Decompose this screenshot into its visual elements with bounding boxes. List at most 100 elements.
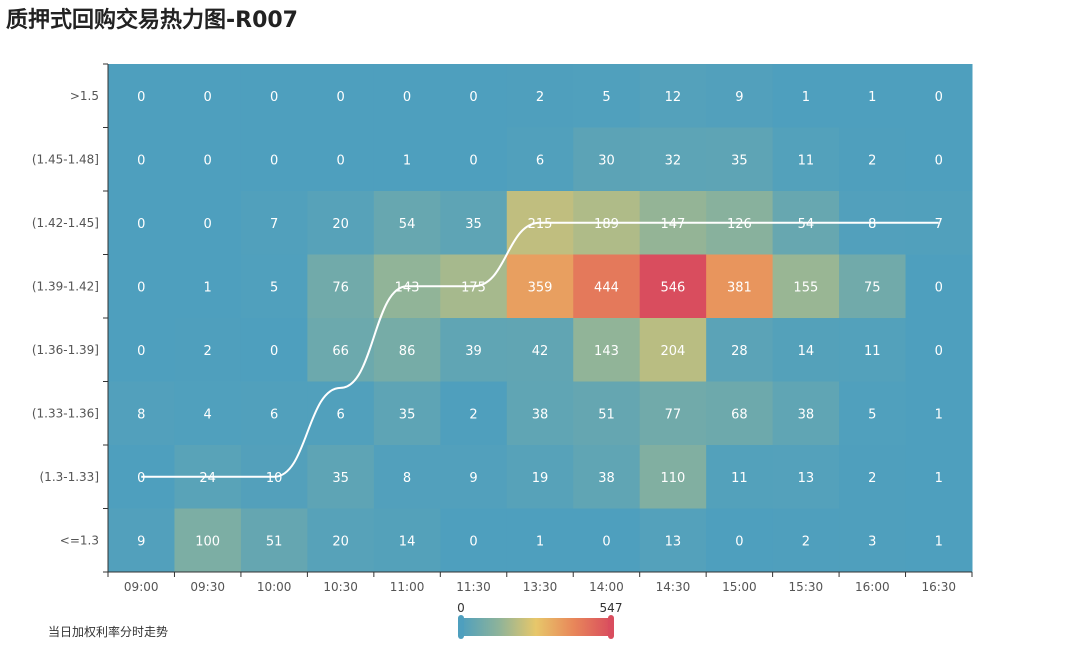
heatmap-cell[interactable]	[307, 191, 375, 255]
heatmap-cell[interactable]	[240, 318, 308, 382]
heatmap-cell[interactable]	[706, 445, 774, 509]
legend-line-label[interactable]: 当日加权利率分时走势	[48, 624, 168, 639]
heatmap-cell[interactable]	[240, 127, 308, 192]
heatmap-cell[interactable]	[772, 64, 840, 128]
heatmap-cell[interactable]	[440, 318, 508, 382]
heatmap-cell[interactable]	[373, 191, 441, 255]
heatmap-cell[interactable]	[573, 318, 641, 382]
heatmap-cell[interactable]	[905, 445, 973, 509]
heatmap-cell[interactable]	[839, 64, 907, 128]
heatmap-cell[interactable]	[506, 318, 574, 382]
heatmap-cell[interactable]	[639, 381, 707, 446]
heatmap-cell[interactable]	[307, 318, 375, 382]
cell-value-label: 175	[461, 280, 486, 295]
heatmap-cell[interactable]	[108, 191, 175, 255]
x-tick-label: 15:30	[789, 580, 824, 594]
heatmap-cell[interactable]	[905, 318, 973, 382]
heatmap-cell[interactable]	[639, 254, 707, 319]
heatmap-cell[interactable]	[373, 445, 441, 509]
heatmap-cell[interactable]	[440, 508, 508, 573]
heatmap-cell[interactable]	[839, 381, 907, 446]
heatmap-cell[interactable]	[108, 127, 175, 192]
heatmap-cell[interactable]	[639, 445, 707, 509]
heatmap-cell[interactable]	[706, 381, 774, 446]
heatmap-cell[interactable]	[573, 381, 641, 446]
visual-map-min-handle[interactable]	[458, 615, 464, 639]
heatmap-cell[interactable]	[307, 254, 375, 319]
cell-value-label: 0	[137, 217, 145, 232]
trend-line-series[interactable]	[141, 221, 939, 478]
heatmap-cell[interactable]	[440, 445, 508, 509]
heatmap-cell[interactable]	[706, 127, 774, 192]
heatmap-cell[interactable]	[440, 127, 508, 192]
heatmap-cell[interactable]	[706, 508, 774, 573]
heatmap-cell[interactable]	[108, 254, 175, 319]
heatmap-cell[interactable]	[772, 508, 840, 573]
heatmap-cell[interactable]	[706, 318, 774, 382]
heatmap-cell[interactable]	[506, 508, 574, 573]
heatmap-cell[interactable]	[108, 64, 175, 128]
heatmap-cell[interactable]	[839, 318, 907, 382]
heatmap-cell[interactable]	[905, 508, 973, 573]
heatmap-cell[interactable]	[108, 381, 175, 446]
heatmap-cell[interactable]	[240, 381, 308, 446]
heatmap-cell[interactable]	[905, 127, 973, 192]
heatmap-cell[interactable]	[307, 445, 375, 509]
heatmap-cell[interactable]	[174, 508, 242, 573]
heatmap-cell[interactable]	[639, 64, 707, 128]
heatmap-cell[interactable]	[573, 254, 641, 319]
heatmap-cell[interactable]	[307, 127, 375, 192]
heatmap-cell[interactable]	[307, 381, 375, 446]
heatmap-cell[interactable]	[440, 191, 508, 255]
heatmap-cell[interactable]	[706, 64, 774, 128]
visual-map-max-handle[interactable]	[608, 615, 614, 639]
heatmap-cell[interactable]	[905, 254, 973, 319]
cell-value-label: 8	[137, 407, 145, 422]
heatmap-cell[interactable]	[240, 508, 308, 573]
heatmap-cell[interactable]	[839, 445, 907, 509]
heatmap-cell[interactable]	[373, 127, 441, 192]
heatmap-cell[interactable]	[174, 254, 242, 319]
heatmap-cell[interactable]	[506, 127, 574, 192]
heatmap-cell[interactable]	[240, 191, 308, 255]
heatmap-cell[interactable]	[839, 127, 907, 192]
heatmap-cell[interactable]	[573, 445, 641, 509]
heatmap-cell[interactable]	[706, 254, 774, 319]
heatmap-cell[interactable]	[174, 127, 242, 192]
heatmap-cell[interactable]	[772, 381, 840, 446]
heatmap-cell[interactable]	[772, 445, 840, 509]
heatmap-cell[interactable]	[772, 318, 840, 382]
heatmap-cell[interactable]	[440, 64, 508, 128]
heatmap-cell[interactable]	[772, 127, 840, 192]
heatmap-cell[interactable]	[573, 127, 641, 192]
heatmap-cell[interactable]	[839, 254, 907, 319]
heatmap-cell[interactable]	[373, 64, 441, 128]
heatmap-cell[interactable]	[639, 127, 707, 192]
heatmap-cell[interactable]	[573, 64, 641, 128]
heatmap-cell[interactable]	[506, 254, 574, 319]
heatmap-cell[interactable]	[240, 64, 308, 128]
heatmap-cell[interactable]	[772, 254, 840, 319]
heatmap-cell[interactable]	[108, 318, 175, 382]
heatmap-cell[interactable]	[573, 508, 641, 573]
heatmap-cell[interactable]	[307, 508, 375, 573]
heatmap-cell[interactable]	[174, 318, 242, 382]
heatmap-cell[interactable]	[307, 64, 375, 128]
heatmap-cell[interactable]	[506, 445, 574, 509]
heatmap-cell[interactable]	[506, 64, 574, 128]
heatmap-cell[interactable]	[905, 381, 973, 446]
heatmap-cell[interactable]	[373, 318, 441, 382]
heatmap-cell[interactable]	[905, 64, 973, 128]
heatmap-cell[interactable]	[373, 381, 441, 446]
heatmap-cell[interactable]	[839, 508, 907, 573]
heatmap-cell[interactable]	[506, 381, 574, 446]
heatmap-cell[interactable]	[174, 381, 242, 446]
heatmap-cell[interactable]	[174, 64, 242, 128]
heatmap-cell[interactable]	[174, 191, 242, 255]
heatmap-cell[interactable]	[639, 318, 707, 382]
heatmap-cell[interactable]	[373, 508, 441, 573]
heatmap-cell[interactable]	[639, 508, 707, 573]
heatmap-cell[interactable]	[240, 254, 308, 319]
heatmap-cell[interactable]	[440, 381, 508, 446]
heatmap-cell[interactable]	[108, 508, 175, 573]
